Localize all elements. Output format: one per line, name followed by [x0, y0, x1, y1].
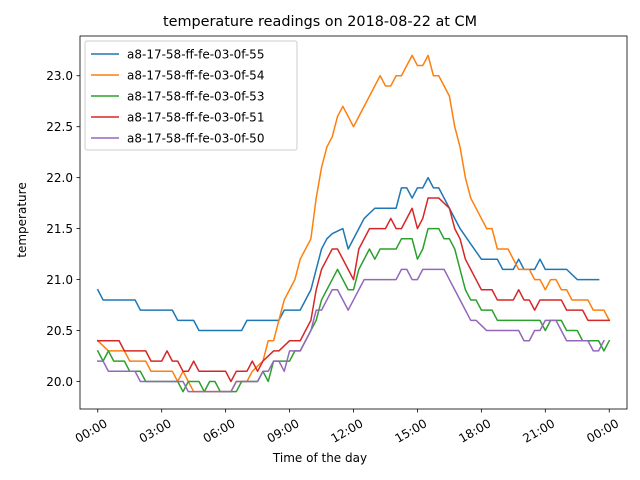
x-tick-label: 00:00	[584, 416, 621, 445]
x-tick-label: 12:00	[329, 416, 366, 445]
plot-area	[96, 54, 611, 393]
x-tick-label: 21:00	[520, 416, 557, 445]
x-tick-label: 00:00	[73, 416, 110, 445]
x-tick-label: 06:00	[201, 416, 238, 445]
chart-title: temperature readings on 2018-08-22 at CM	[163, 14, 477, 30]
legend-label: a8-17-58-ff-fe-03-0f-55	[127, 47, 264, 61]
legend-label: a8-17-58-ff-fe-03-0f-50	[127, 131, 264, 145]
x-tick-label: 18:00	[456, 416, 493, 445]
y-tick-label: 21.5	[46, 222, 73, 236]
x-tick-label: 15:00	[392, 416, 429, 445]
legend-label: a8-17-58-ff-fe-03-0f-51	[127, 110, 264, 124]
series-line-1	[96, 176, 600, 332]
series-line-3	[96, 227, 611, 393]
series-line-4	[97, 197, 610, 383]
series-line-5	[97, 268, 605, 393]
x-axis-label: Time of the day	[272, 451, 367, 465]
y-axis-label: temperature	[15, 182, 29, 257]
x-tick-label: 09:00	[265, 416, 302, 445]
x-tick-label: 03:00	[137, 416, 174, 445]
y-tick-label: 20.0	[46, 375, 73, 389]
legend-label: a8-17-58-ff-fe-03-0f-53	[127, 89, 264, 103]
legend-label: a8-17-58-ff-fe-03-0f-54	[127, 68, 264, 82]
y-tick-label: 20.5	[46, 324, 73, 338]
y-tick-label: 22.5	[46, 120, 73, 134]
legend-frame	[84, 40, 298, 151]
y-tick-label: 23.0	[46, 69, 73, 83]
y-tick-label: 22.0	[46, 171, 73, 185]
legend: a8-17-58-ff-fe-03-0f-55 a8-17-58-ff-fe-03…	[84, 40, 298, 151]
y-tick-label: 21.0	[46, 273, 73, 287]
